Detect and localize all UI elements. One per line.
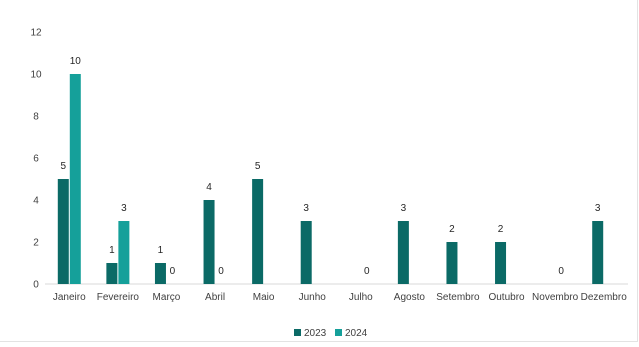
y-axis-ticks: 0 2 4 6 8 10 12: [30, 28, 42, 291]
y-tick-label: 0: [33, 280, 39, 291]
x-tick-label: Outubro: [488, 292, 525, 303]
data-label-2023-maio: 5: [255, 161, 261, 172]
x-axis-ticks: Janeiro Fevereiro Março Abril Maio Junho Julho…: [53, 292, 627, 303]
bar-2023-setembro: [446, 242, 458, 284]
bar-2023-dezembro: [592, 221, 604, 284]
legend-label-2023: 2023: [304, 328, 327, 339]
bar-2023-outubro: [495, 242, 507, 284]
legend: 2023 2024: [294, 328, 368, 339]
data-label-2024-abril: 0: [218, 266, 224, 277]
x-tick-label: Janeiro: [53, 292, 86, 303]
bars: [57, 74, 604, 284]
legend-swatch-2024: [335, 329, 342, 336]
bar-2024-janeiro: [69, 74, 81, 284]
bar-2024-fevereiro: [118, 221, 130, 284]
data-label-2023-setembro: 2: [449, 224, 455, 235]
data-label-2024-fevereiro: 3: [121, 203, 127, 214]
y-tick-label: 2: [33, 238, 39, 249]
legend-swatch-2023: [294, 329, 301, 336]
x-tick-label: Maio: [253, 292, 275, 303]
bar-2023-junho: [300, 221, 312, 284]
data-label-2023-agosto: 3: [401, 203, 407, 214]
data-label-2023-março: 1: [158, 245, 164, 256]
x-tick-label: Julho: [349, 292, 373, 303]
bar-2023-março: [154, 263, 166, 284]
y-tick-label: 6: [33, 154, 39, 165]
data-label-2023-outubro: 2: [498, 224, 504, 235]
y-tick-label: 4: [33, 196, 39, 207]
data-label-2023-junho: 3: [303, 203, 309, 214]
legend-label-2024: 2024: [345, 328, 368, 339]
y-tick-label: 12: [30, 28, 42, 39]
x-tick-label: Abril: [205, 292, 225, 303]
x-tick-label: Novembro: [532, 292, 579, 303]
x-tick-label: Dezembro: [581, 292, 628, 303]
bar-2023-maio: [252, 179, 264, 284]
data-label-2023-abril: 4: [206, 182, 212, 193]
bar-2023-agosto: [397, 221, 409, 284]
x-tick-label: Junho: [299, 292, 327, 303]
x-tick-label: Março: [153, 292, 181, 303]
y-tick-label: 8: [33, 112, 39, 123]
data-label-2023-fevereiro: 1: [109, 245, 115, 256]
data-label-2024-novembro: 0: [558, 266, 564, 277]
y-tick-label: 10: [30, 70, 42, 81]
bar-2023-abril: [203, 200, 215, 284]
data-label-2024-julho: 0: [364, 266, 370, 277]
x-tick-label: Fevereiro: [97, 292, 140, 303]
data-label-2023-dezembro: 3: [595, 203, 601, 214]
data-label-2024-março: 0: [170, 266, 176, 277]
data-label-2023-janeiro: 5: [61, 161, 67, 172]
x-tick-label: Setembro: [436, 292, 480, 303]
data-label-2024-janeiro: 10: [70, 56, 82, 67]
x-tick-label: Agosto: [394, 292, 426, 303]
bar-2023-fevereiro: [106, 263, 118, 284]
bar-2023-janeiro: [57, 179, 69, 284]
